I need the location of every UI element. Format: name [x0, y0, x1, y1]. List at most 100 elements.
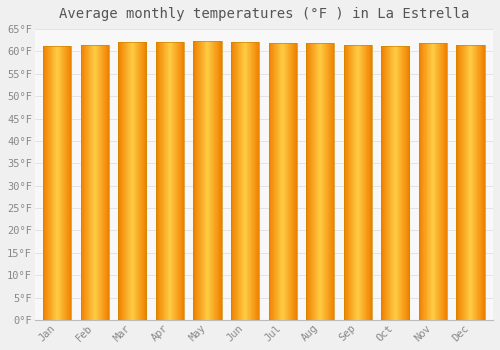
- Bar: [283, 43, 284, 320]
- Bar: [423, 43, 424, 320]
- Bar: [133, 42, 134, 320]
- Bar: [420, 43, 421, 320]
- Bar: [63, 46, 64, 320]
- Bar: [382, 46, 383, 320]
- Bar: [294, 43, 295, 320]
- Bar: [216, 41, 217, 320]
- Bar: [135, 42, 136, 320]
- Bar: [50, 46, 51, 320]
- Bar: [156, 42, 157, 320]
- Bar: [270, 43, 271, 320]
- Bar: [65, 46, 66, 320]
- Bar: [458, 45, 460, 320]
- Bar: [316, 43, 317, 320]
- Bar: [476, 45, 477, 320]
- Bar: [293, 43, 294, 320]
- Bar: [306, 43, 308, 320]
- Bar: [284, 43, 285, 320]
- Bar: [248, 42, 249, 320]
- Bar: [48, 46, 49, 320]
- Bar: [181, 42, 182, 320]
- Bar: [204, 41, 205, 320]
- Bar: [382, 46, 409, 320]
- Bar: [422, 43, 423, 320]
- Bar: [424, 43, 425, 320]
- Bar: [269, 43, 270, 320]
- Bar: [204, 41, 206, 320]
- Bar: [349, 45, 350, 320]
- Bar: [195, 41, 196, 320]
- Bar: [435, 43, 436, 320]
- Bar: [356, 45, 358, 320]
- Bar: [306, 43, 307, 320]
- Bar: [201, 41, 202, 320]
- Bar: [398, 46, 399, 320]
- Bar: [461, 45, 462, 320]
- Bar: [232, 42, 234, 320]
- Bar: [360, 45, 361, 320]
- Bar: [90, 45, 91, 320]
- Bar: [60, 46, 61, 320]
- Bar: [282, 43, 284, 320]
- Bar: [211, 41, 212, 320]
- Bar: [236, 42, 238, 320]
- Bar: [366, 45, 367, 320]
- Bar: [145, 42, 146, 320]
- Bar: [442, 43, 443, 320]
- Bar: [324, 43, 326, 320]
- Bar: [288, 43, 289, 320]
- Bar: [140, 42, 141, 320]
- Bar: [351, 45, 352, 320]
- Bar: [437, 43, 438, 320]
- Bar: [320, 43, 321, 320]
- Bar: [258, 42, 259, 320]
- Bar: [368, 45, 369, 320]
- Bar: [473, 45, 474, 320]
- Bar: [144, 42, 145, 320]
- Bar: [386, 46, 387, 320]
- Bar: [419, 43, 420, 320]
- Bar: [194, 41, 222, 320]
- Bar: [277, 43, 278, 320]
- Bar: [387, 46, 388, 320]
- Bar: [196, 41, 197, 320]
- Bar: [482, 45, 483, 320]
- Bar: [278, 43, 279, 320]
- Bar: [471, 45, 472, 320]
- Bar: [165, 42, 166, 320]
- Bar: [370, 45, 371, 320]
- Bar: [101, 45, 102, 320]
- Bar: [100, 45, 101, 320]
- Bar: [441, 43, 442, 320]
- Bar: [119, 42, 120, 320]
- Bar: [401, 46, 402, 320]
- Bar: [104, 45, 105, 320]
- Bar: [476, 45, 478, 320]
- Bar: [357, 45, 358, 320]
- Bar: [173, 42, 174, 320]
- Bar: [268, 43, 269, 320]
- Bar: [69, 46, 70, 320]
- Bar: [88, 45, 89, 320]
- Bar: [252, 42, 253, 320]
- Bar: [120, 42, 121, 320]
- Bar: [246, 42, 247, 320]
- Bar: [136, 42, 137, 320]
- Bar: [396, 46, 397, 320]
- Bar: [163, 42, 164, 320]
- Bar: [404, 46, 405, 320]
- Bar: [419, 43, 447, 320]
- Bar: [247, 42, 248, 320]
- Bar: [96, 45, 97, 320]
- Bar: [108, 45, 109, 320]
- Bar: [463, 45, 464, 320]
- Bar: [54, 46, 55, 320]
- Bar: [102, 45, 104, 320]
- Bar: [125, 42, 126, 320]
- Bar: [237, 42, 238, 320]
- Bar: [324, 43, 325, 320]
- Bar: [70, 46, 71, 320]
- Bar: [459, 45, 460, 320]
- Bar: [242, 42, 243, 320]
- Bar: [98, 45, 99, 320]
